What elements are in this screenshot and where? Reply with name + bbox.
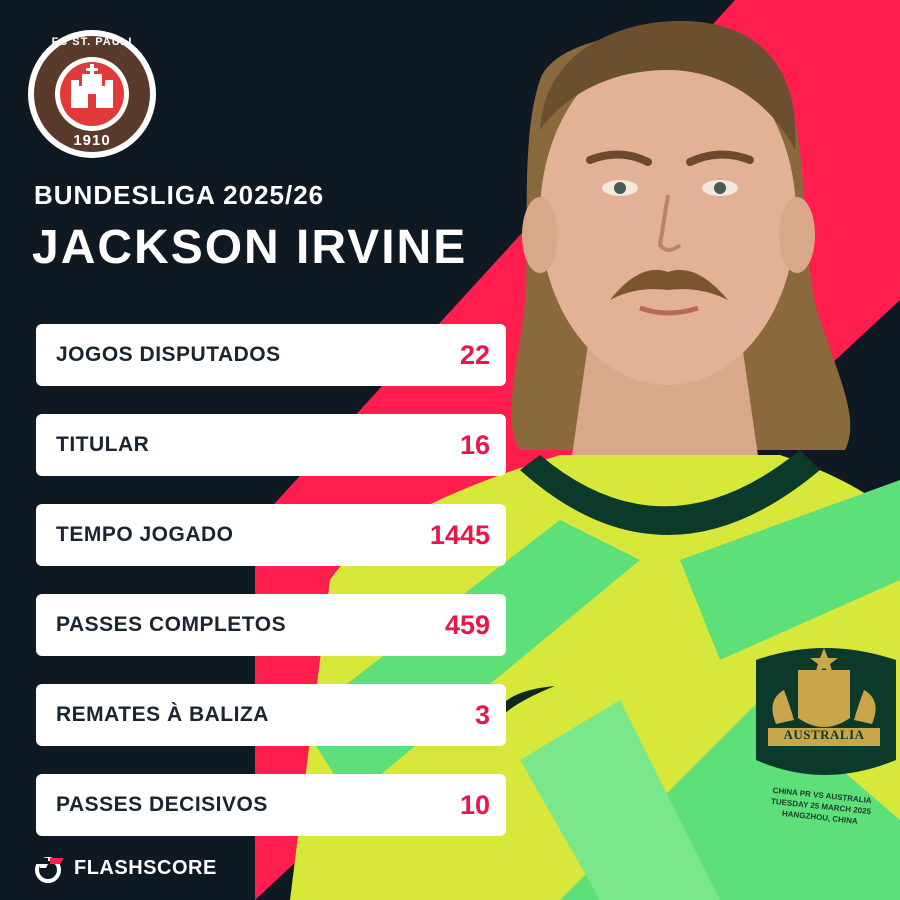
stat-value: 10 — [459, 789, 490, 820]
stat-value: 22 — [459, 339, 490, 370]
club-name: FC ST. PAULI — [51, 36, 133, 48]
stat-row-jogos-disputados: JOGOS DISPUTADOS 22 — [36, 324, 506, 386]
stat-row-tempo-jogado: TEMPO JOGADO 1445 — [36, 504, 506, 566]
flashscore-logo-icon — [34, 857, 64, 883]
stat-label: TITULAR — [56, 433, 150, 456]
stat-value: 3 — [474, 699, 490, 730]
stat-row-titular: TITULAR 16 — [36, 414, 506, 476]
flashscore-brand: FLASHSCORE — [34, 852, 217, 884]
stat-row-remates-a-baliza: REMATES À BALIZA 3 — [36, 684, 506, 746]
fc-st-pauli-logo-icon — [28, 30, 156, 158]
stat-row-passes-decisivos: PASSES DECISIVOS 10 — [36, 774, 506, 836]
stat-value: 459 — [444, 609, 490, 640]
stat-label: JOGOS DISPUTADOS — [56, 343, 281, 366]
australia-crest-icon — [756, 648, 896, 775]
stat-label: TEMPO JOGADO — [56, 523, 234, 546]
club-founded-year: 1910 — [73, 132, 111, 149]
stat-value: 16 — [459, 429, 490, 460]
stat-row-passes-completos: PASSES COMPLETOS 459 — [36, 594, 506, 656]
player-name: JACKSON IRVINE — [32, 221, 468, 274]
australia-crest-label: AUSTRALIA — [783, 727, 865, 742]
season-label: BUNDESLIGA 2025/26 — [34, 180, 325, 210]
stat-label: PASSES COMPLETOS — [56, 613, 287, 636]
stat-value: 1445 — [429, 519, 490, 550]
stat-label: REMATES À BALIZA — [56, 703, 269, 726]
stat-label: PASSES DECISIVOS — [56, 793, 268, 816]
flashscore-label: FLASHSCORE — [74, 856, 217, 879]
